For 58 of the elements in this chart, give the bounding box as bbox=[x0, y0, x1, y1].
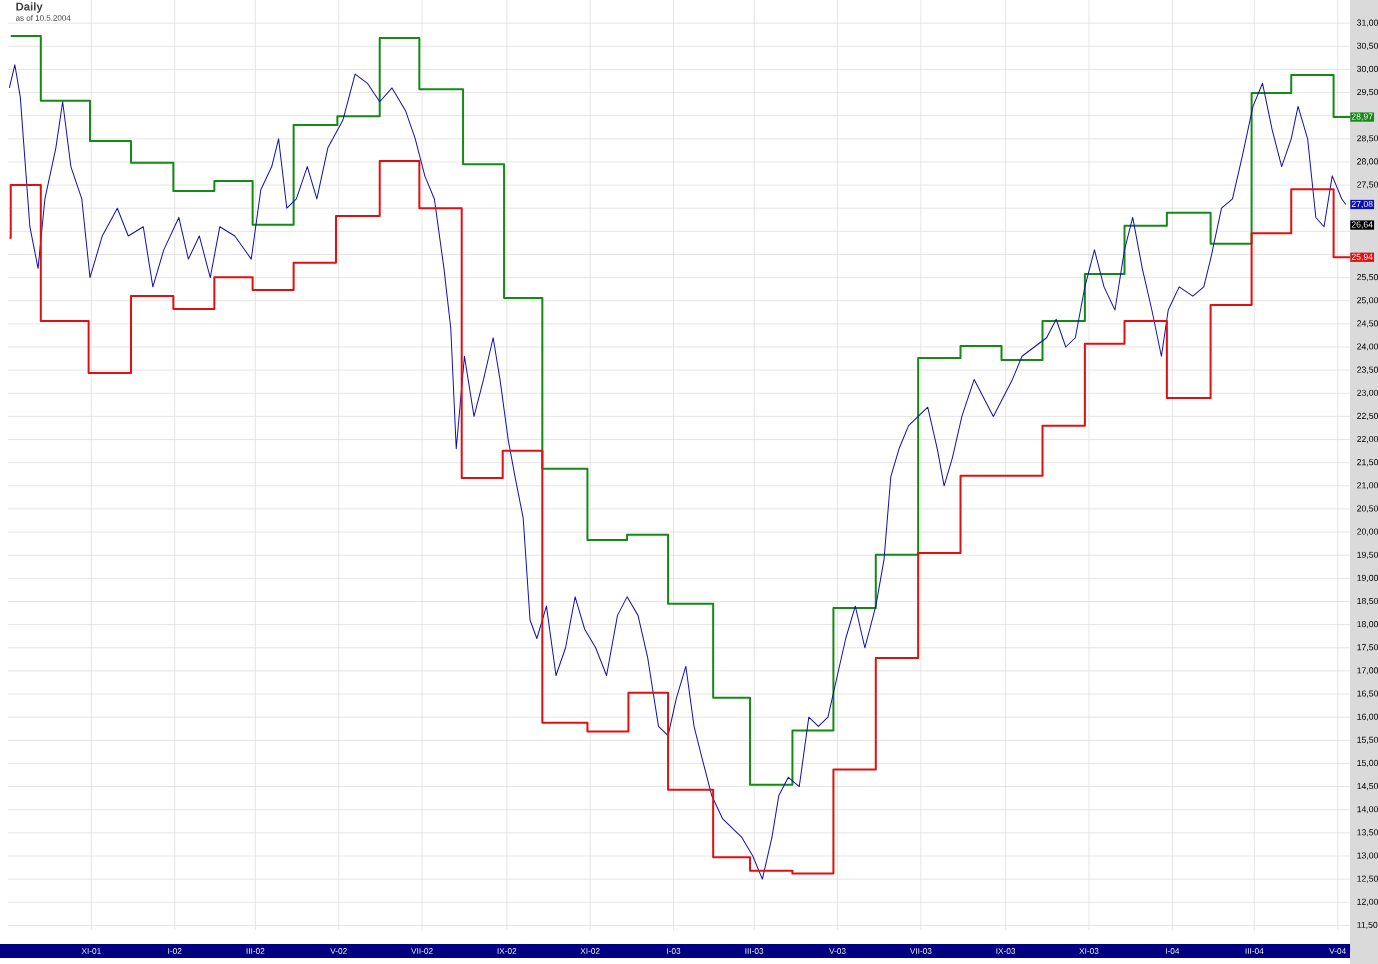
y-tick-label: 22,50 bbox=[1357, 412, 1378, 420]
x-tick-label: VII-03 bbox=[909, 948, 932, 954]
y-tick-label: 23,50 bbox=[1357, 366, 1378, 374]
y-tick-label: 24,00 bbox=[1357, 343, 1378, 351]
text: as of 10.5.2004 bbox=[15, 14, 71, 21]
y-tick-label: 17,50 bbox=[1357, 644, 1378, 652]
y-tick-label: 16,00 bbox=[1357, 713, 1378, 721]
y-tick-label: 18,00 bbox=[1357, 621, 1378, 629]
y-tick-label: 20,50 bbox=[1357, 505, 1378, 513]
x-tick-label: III-02 bbox=[246, 948, 265, 954]
y-tick-label: 11,50 bbox=[1357, 921, 1378, 929]
y-tick-label: 31,00 bbox=[1357, 19, 1378, 27]
y-tick-label: 28,50 bbox=[1357, 135, 1378, 143]
x-tick-label: XI-03 bbox=[1079, 948, 1099, 954]
x-tick-label: V-04 bbox=[1329, 948, 1346, 954]
y-tick-label: 15,00 bbox=[1357, 759, 1378, 768]
x-tick-label: I-04 bbox=[1165, 948, 1180, 954]
y-tick-label: 20,00 bbox=[1357, 528, 1378, 536]
x-tick-label: VII-02 bbox=[411, 948, 433, 954]
y-tick-label: 21,50 bbox=[1357, 459, 1378, 467]
x-tick-label: III-04 bbox=[1245, 948, 1264, 954]
annotation: 25,94 bbox=[1351, 253, 1373, 261]
y-tick-label: 18,50 bbox=[1357, 597, 1378, 606]
y-tick-label: 28,00 bbox=[1357, 158, 1378, 166]
y-tick-label: 30,00 bbox=[1357, 65, 1378, 73]
y-tick-label: 19,50 bbox=[1357, 551, 1378, 559]
y-tick-label: 30,50 bbox=[1357, 42, 1378, 50]
y-tick-label: 25,50 bbox=[1357, 274, 1378, 282]
x-tick-label: V-02 bbox=[330, 948, 347, 954]
y-tick-label: 27,50 bbox=[1357, 181, 1378, 189]
x-tick-label: IX-03 bbox=[996, 948, 1016, 954]
y-tick-label: 14,00 bbox=[1357, 806, 1378, 814]
x-tick-label: XI-01 bbox=[81, 948, 101, 954]
x-tick-label: IX-02 bbox=[497, 948, 517, 954]
x-tick-label: XI-02 bbox=[580, 948, 600, 954]
y-tick-label: 29,50 bbox=[1357, 88, 1378, 97]
y-tick-label: 14,50 bbox=[1357, 783, 1378, 791]
x-tick-label: III-03 bbox=[745, 948, 764, 954]
x-tick-label: I-03 bbox=[667, 948, 681, 954]
chart-title: Daily bbox=[16, 2, 43, 13]
text: 26,64 bbox=[1351, 221, 1373, 229]
y-tick-label: 16,50 bbox=[1357, 690, 1378, 698]
y-tick-label: 19,00 bbox=[1357, 574, 1378, 582]
x-tick-label: V-03 bbox=[829, 948, 846, 954]
y-tick-label: 22,00 bbox=[1357, 435, 1378, 444]
y-tick-label: 13,50 bbox=[1357, 829, 1378, 837]
y-tick-label: 12,50 bbox=[1357, 875, 1378, 883]
y-tick-label: 21,00 bbox=[1357, 482, 1378, 490]
y-tick-label: 12,00 bbox=[1357, 898, 1378, 906]
x-tick-label: I-02 bbox=[168, 948, 182, 954]
y-tick-label: 25,00 bbox=[1357, 297, 1378, 305]
y-tick-label: 17,00 bbox=[1357, 667, 1378, 675]
y-tick-label: 24,50 bbox=[1357, 320, 1378, 328]
y-tick-label: 23,00 bbox=[1357, 389, 1378, 397]
annotation: 28,97 bbox=[1351, 113, 1373, 121]
y-tick-label: 15,50 bbox=[1357, 736, 1378, 744]
annotation: 27,08 bbox=[1351, 200, 1373, 209]
y-tick-label: 13,00 bbox=[1357, 852, 1378, 860]
